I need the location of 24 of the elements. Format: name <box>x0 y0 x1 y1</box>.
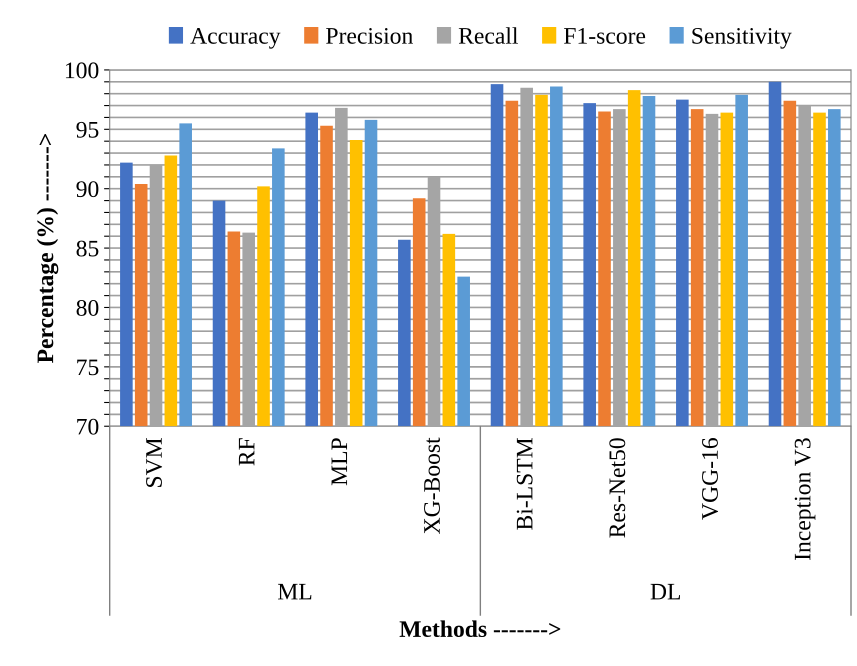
x-tick-label: SVM <box>146 438 162 487</box>
y-tick-label: 100 <box>66 62 98 78</box>
text: DL <box>650 584 680 600</box>
y-tick-label: 95 <box>76 122 98 138</box>
y-axis-title: Percentage (%) -------> <box>36 134 58 364</box>
legend-label: Recall <box>458 27 518 44</box>
legend-label: Precision <box>326 28 413 44</box>
legend-label: Accuracy <box>190 28 280 49</box>
x-tick-label: XG-Boost <box>424 437 440 534</box>
x-tick-label: RF <box>238 438 254 466</box>
x-tick-label: MLP <box>332 438 348 486</box>
legend-label: Sensitivity <box>692 28 792 49</box>
x-tick-label: Res-Net50 <box>609 438 626 538</box>
x-axis-title: Methods -------> <box>400 620 560 638</box>
y-tick-label: 80 <box>76 300 98 316</box>
y-tick-label: 90 <box>76 181 98 198</box>
y-tick-label: 70 <box>77 418 98 435</box>
legend-label: F1-score <box>564 28 646 44</box>
x-tick-label: Inception V3 <box>794 438 816 560</box>
x-tick-label: Bi-LSTM <box>516 438 533 530</box>
y-tick-label: 75 <box>77 360 98 376</box>
y-tick-label: 85 <box>76 240 98 257</box>
text: ML <box>278 584 312 600</box>
x-tick-label: VGG-16 <box>702 438 718 520</box>
